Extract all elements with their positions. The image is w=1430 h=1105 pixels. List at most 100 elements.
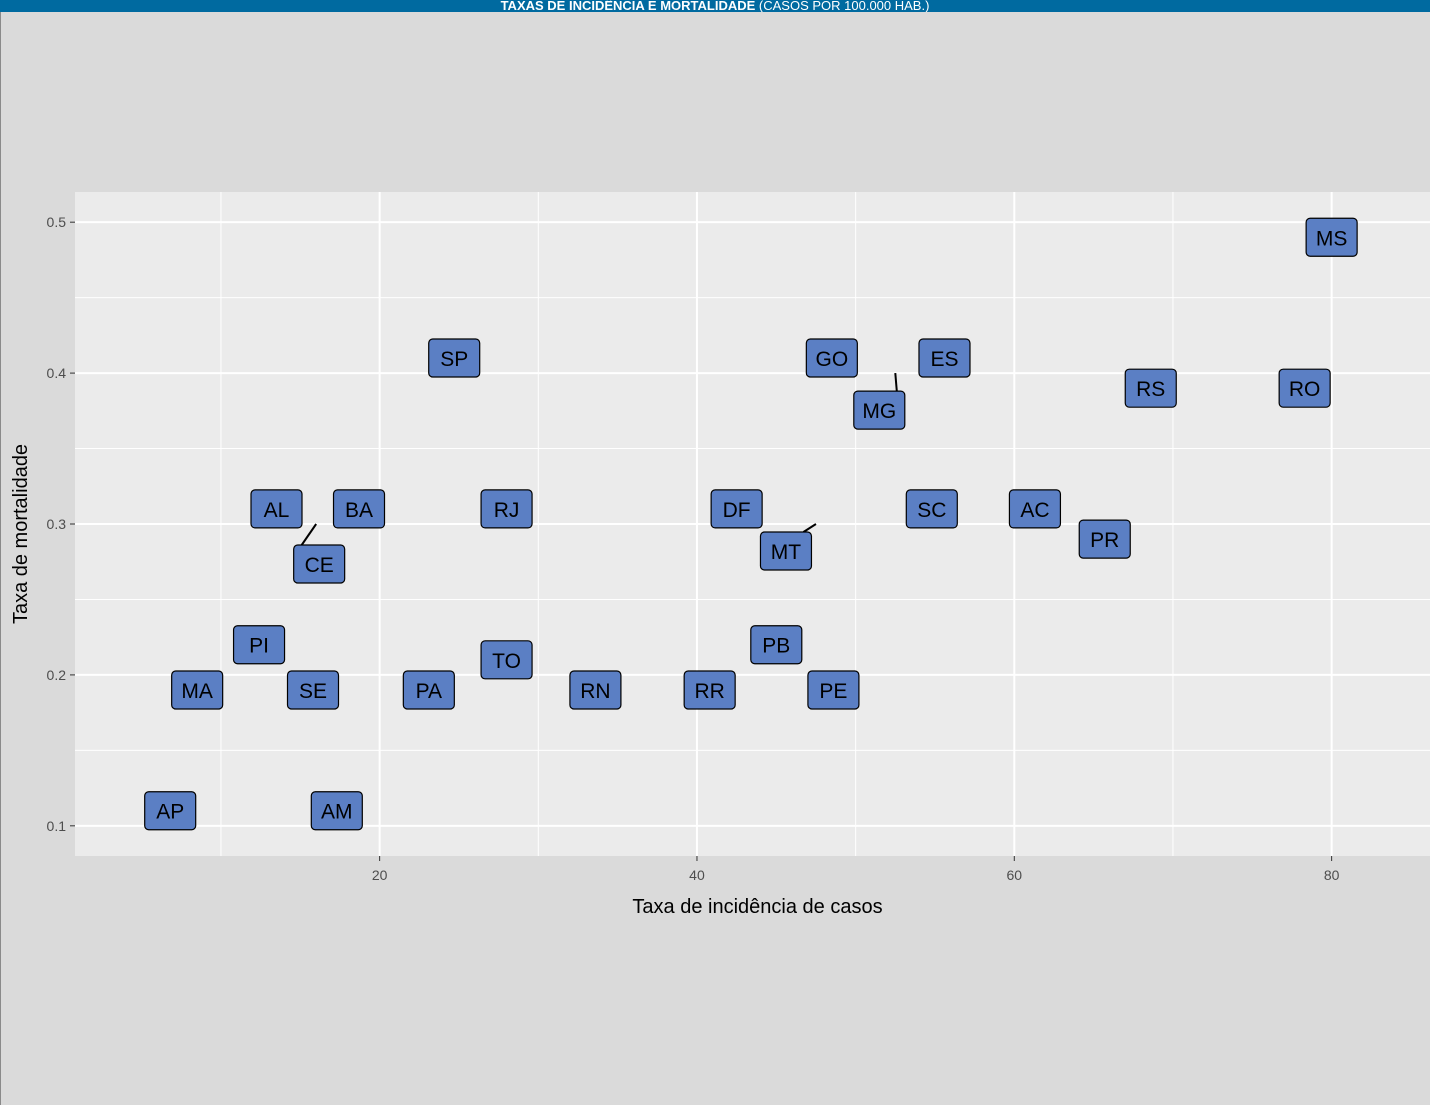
point-label-go: GO — [805, 338, 858, 378]
point-label-rn: RN — [569, 670, 622, 710]
x-tick-label: 60 — [1007, 867, 1023, 883]
point-label-ro: RO — [1278, 368, 1331, 408]
label-box — [310, 791, 363, 831]
label-box — [144, 791, 197, 831]
y-tick-label: 0.3 — [47, 516, 67, 532]
label-text: AM — [321, 801, 353, 824]
label-text: PI — [249, 635, 269, 658]
point-label-sp: SP — [428, 338, 481, 378]
leader-line — [894, 373, 898, 392]
label-text: MA — [181, 680, 213, 703]
label-box — [1305, 217, 1358, 257]
y-tick-label: 0.5 — [47, 214, 67, 230]
label-text: GO — [815, 348, 848, 371]
label-box — [293, 544, 346, 584]
label-text: SE — [299, 680, 327, 703]
label-text: TO — [492, 650, 521, 673]
point-label-al: AL — [250, 489, 303, 529]
label-text: RR — [694, 680, 724, 703]
chart-title-rest: (CASOS POR 100.000 HAB.) — [755, 0, 930, 12]
y-tick-label: 0.4 — [47, 365, 67, 381]
chart-title-bold: TAXAS DE INCIDÊNCIA E MORTALIDADE — [500, 0, 756, 12]
point-label-ce: CE — [293, 523, 346, 584]
label-text: SP — [440, 348, 468, 371]
leader-line — [802, 523, 817, 533]
label-box — [1278, 368, 1331, 408]
label-box — [750, 625, 803, 665]
leader-line — [300, 523, 317, 546]
point-labels: MS SP GO ES MG RS RO AL BA RJ DF SC AC CE MT PR PI PB TO MA… — [144, 217, 1358, 831]
chart-title-bar: TAXAS DE INCIDÊNCIA E MORTALIDADE (CASOS… — [0, 0, 1430, 12]
point-label-ms: MS — [1305, 217, 1358, 257]
point-label-pb: PB — [750, 625, 803, 665]
point-label-pi: PI — [232, 625, 286, 665]
point-label-sc: SC — [905, 489, 958, 529]
label-box — [807, 670, 860, 710]
label-box — [232, 625, 286, 665]
label-text: BA — [345, 499, 373, 522]
label-box — [480, 640, 533, 680]
x-axis-title: Taxa de incidência de casos — [632, 896, 882, 918]
point-label-rj: RJ — [480, 489, 533, 529]
point-label-ac: AC — [1008, 489, 1062, 529]
label-box — [1078, 519, 1131, 559]
label-box — [710, 489, 763, 529]
label-text: ES — [930, 348, 958, 371]
label-text: PB — [762, 635, 790, 658]
label-box — [480, 489, 533, 529]
label-text: RN — [580, 680, 610, 703]
x-tick-label: 40 — [689, 867, 705, 883]
label-text: PA — [416, 680, 442, 703]
label-text: RS — [1136, 378, 1165, 401]
label-box — [332, 489, 386, 529]
point-label-ba: BA — [332, 489, 386, 529]
label-text: DF — [723, 499, 751, 522]
point-label-pr: PR — [1078, 519, 1131, 559]
point-label-to: TO — [480, 640, 533, 680]
label-text: PE — [819, 680, 847, 703]
y-axis-title: Taxa de mortalidade — [10, 444, 32, 624]
point-label-ap: AP — [144, 791, 197, 831]
y-tick-label: 0.2 — [47, 667, 67, 683]
point-label-df: DF — [710, 489, 763, 529]
point-label-mg: MG — [853, 373, 906, 430]
label-box — [918, 338, 971, 378]
label-text: SC — [917, 499, 946, 522]
label-box — [759, 531, 813, 571]
label-box — [428, 338, 481, 378]
point-label-am: AM — [310, 791, 363, 831]
label-text: MT — [771, 541, 801, 564]
label-text: PR — [1090, 529, 1119, 552]
point-label-pa: PA — [402, 670, 455, 710]
y-tick-label: 0.1 — [47, 818, 67, 834]
x-tick-label: 20 — [372, 867, 388, 883]
point-label-es: ES — [918, 338, 971, 378]
label-text: MS — [1316, 227, 1348, 250]
label-box — [683, 670, 736, 710]
label-box — [1008, 489, 1062, 529]
point-label-se: SE — [286, 670, 340, 710]
label-box — [250, 489, 303, 529]
label-text: AL — [264, 499, 290, 522]
axes: 20 40 60 80 0.1 0.2 0.3 0.4 0.5 — [47, 214, 1340, 883]
x-tick-label: 80 — [1324, 867, 1340, 883]
label-box — [905, 489, 958, 529]
label-text: RJ — [494, 499, 520, 522]
label-box — [286, 670, 340, 710]
page-left-border — [0, 12, 1, 1105]
point-label-pe: PE — [807, 670, 860, 710]
label-box — [1124, 368, 1177, 408]
point-label-ma: MA — [171, 670, 224, 710]
point-label-rr: RR — [683, 670, 736, 710]
label-text: AC — [1020, 499, 1049, 522]
label-box — [805, 338, 858, 378]
label-box — [853, 390, 906, 430]
point-label-mt: MT — [759, 523, 817, 571]
label-text: RO — [1289, 378, 1321, 401]
label-box — [402, 670, 455, 710]
label-box — [171, 670, 224, 710]
point-label-rs: RS — [1124, 368, 1177, 408]
minor-gridlines — [75, 192, 1430, 856]
label-text: CE — [305, 554, 334, 577]
